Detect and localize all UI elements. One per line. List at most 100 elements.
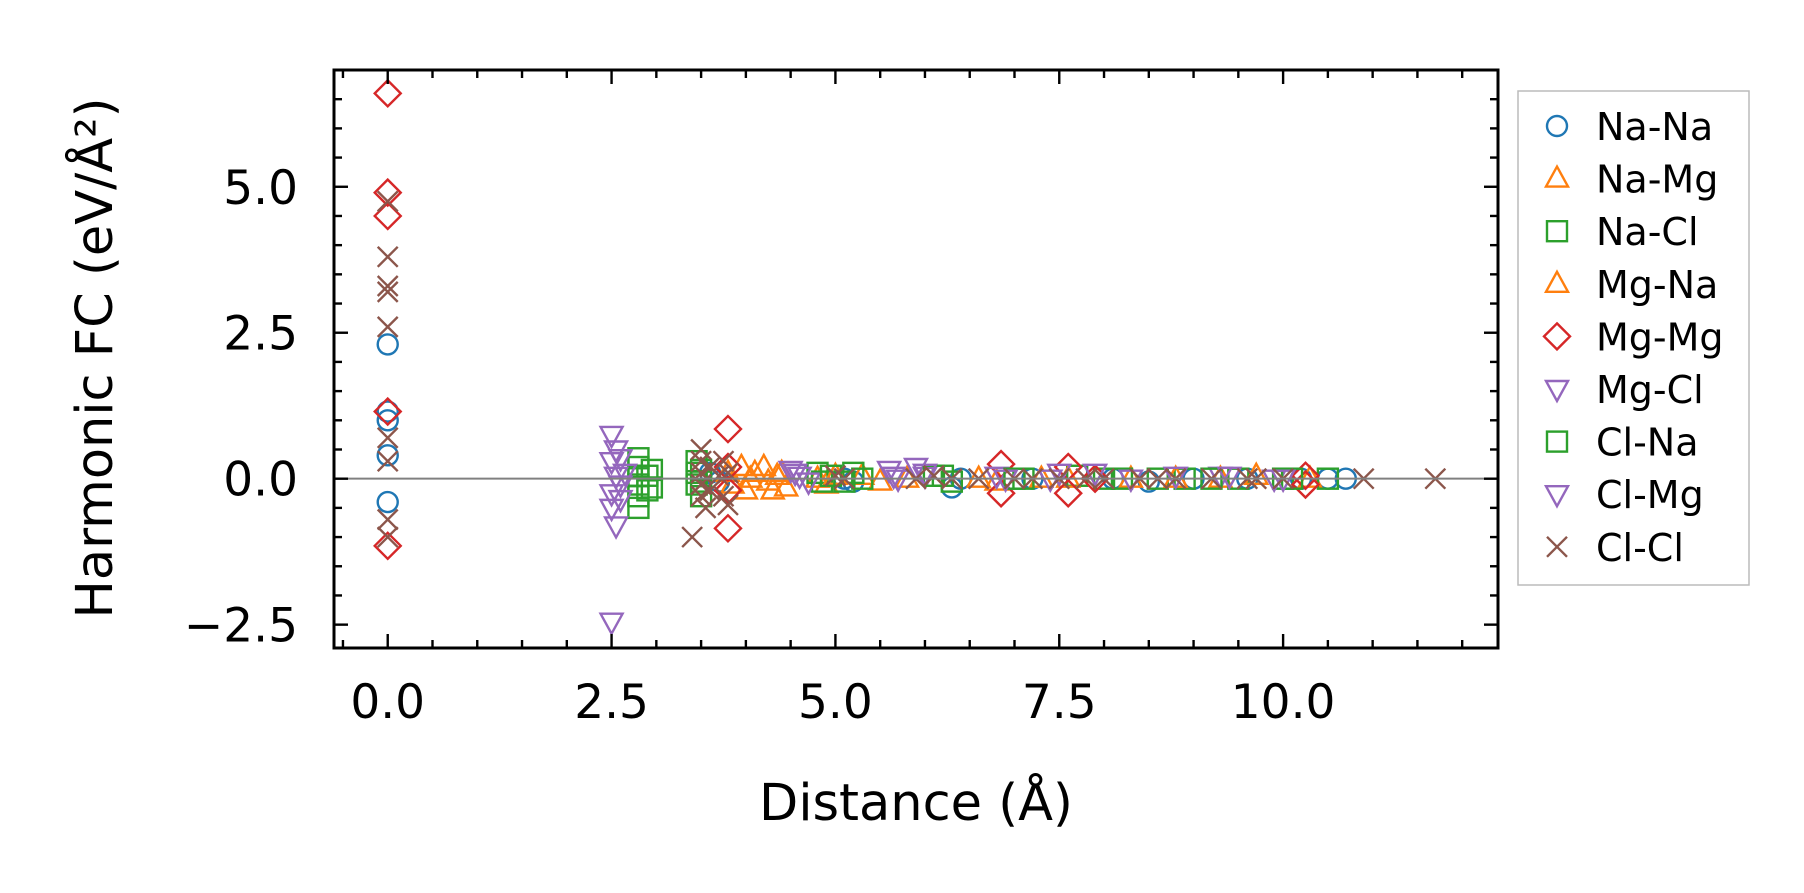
data-point-na-na [376,333,399,356]
data-point-cl-cl [376,245,399,268]
legend-marker-mg-mg [1542,321,1572,352]
y-axis-label: Harmonic FC (eV/Å²) [63,97,125,618]
x-axis-label: Distance (Å) [759,771,1073,833]
plot-frame [332,68,1500,650]
legend-marker-na-mg [1543,164,1571,188]
data-point-mg-mg [373,531,403,561]
data-point-cl-cl [712,450,735,473]
legend-entry-cl-cl: Cl-Cl [1546,526,1684,570]
legend: Na-Na Na-Mg Na-Cl Mg-Na Mg-Mg Mg-Cl Cl-Na Cl-Mg… [1517,90,1750,586]
data-point-mg-cl [598,425,625,450]
legend-entry-mg-na: Mg-Na [1543,263,1718,307]
data-point-na-mg [750,452,777,477]
x-tick-label: 0.0 [350,675,425,730]
data-point-mg-cl [603,440,630,464]
ticks-layer [334,68,1498,648]
x-tick-label: 10.0 [1231,675,1336,730]
data-point-cl-cl [376,275,399,297]
data-point-mg-cl [795,472,822,497]
legend-entry-na-mg: Na-Mg [1543,158,1718,202]
data-point-na-cl [640,476,664,499]
data-point-na-mg [965,464,992,488]
legend-label: Na-Mg [1596,158,1718,202]
legend-label: Mg-Na [1596,263,1718,307]
data-point-cl-na [636,479,659,502]
legend-label: Mg-Mg [1596,315,1724,359]
data-point-cl-cl [681,526,704,548]
legend-entry-na-cl: Na-Cl [1545,210,1699,254]
data-point-cl-mg [607,489,634,514]
legend-entry-mg-mg: Mg-Mg [1542,315,1724,359]
legend-label: Na-Cl [1596,210,1699,254]
legend-entry-cl-na: Cl-Na [1545,421,1699,465]
data-point-na-mg [1296,464,1323,488]
data-point-mg-cl [902,457,930,482]
data-point-cl-cl [376,190,399,213]
data-point-na-cl [940,470,964,493]
data-point-cl-cl [376,426,399,449]
legend-entry-mg-cl: Mg-Cl [1543,368,1704,412]
data-point-na-cl [685,473,708,496]
data-point-cl-cl [376,281,399,303]
data-point-na-na [376,444,399,467]
data-point-cl-na [833,470,856,493]
legend-marker-cl-na [1545,430,1569,453]
data-point-cl-cl [376,508,399,531]
data-point-mg-mg [373,177,403,208]
y-tick-label: 0.0 [223,453,298,508]
legend-marker-mg-cl [1543,379,1571,404]
data-point-mg-mg [986,449,1016,479]
data-point-mg-mg [713,414,743,444]
y-tick-label: −2.5 [184,599,298,654]
data-point-mg-mg [1290,469,1321,500]
y-tick-label: 2.5 [223,307,298,362]
data-point-mg-mg [1290,461,1321,491]
data-point-na-cl [685,461,708,485]
legend-label: Na-Na [1596,105,1713,149]
data-point-mg-cl [603,516,630,540]
legend-entry-na-na: Na-Na [1545,105,1713,149]
data-point-mg-cl [598,498,625,523]
legend-label: Cl-Mg [1596,473,1704,517]
x-tick-label: 7.5 [1022,675,1097,730]
data-point-mg-cl [598,612,625,637]
legend-marker-na-na [1545,114,1569,138]
markers-layer [373,78,1447,637]
legend-frame [1517,90,1750,586]
legend-marker-cl-cl [1546,535,1568,558]
x-tick-label: 2.5 [574,675,649,730]
data-point-cl-cl [376,316,399,338]
tick-labels-layer: 0.0 2.5 5.0 7.5 10.0 −2.5 0.0 2.5 5.0 [184,161,1336,730]
data-point-cl-cl [717,494,739,516]
data-point-mg-mg [1080,463,1110,494]
data-point-mg-na [737,464,764,488]
data-point-na-na [376,490,399,514]
legend-label: Mg-Cl [1596,368,1704,412]
data-point-mg-cl [885,469,912,494]
legend-marker-na-cl [1545,219,1569,243]
legend-label: Cl-Na [1596,421,1699,465]
data-point-mg-cl [598,484,625,508]
data-point-na-mg [773,472,800,497]
data-point-cl-mg [611,463,639,488]
data-point-cl-na [636,464,659,487]
legend-entry-cl-mg: Cl-Mg [1543,473,1704,517]
data-point-cl-mg [1270,469,1297,494]
data-point-cl-cl [376,450,399,473]
legend-label: Cl-Cl [1596,526,1684,570]
data-point-na-na [376,400,399,423]
y-tick-label: 5.0 [223,161,298,216]
legend-marker-cl-mg [1543,485,1571,509]
data-point-cl-mg [782,463,809,488]
data-point-na-na [376,409,399,432]
data-point-cl-cl [376,526,399,548]
data-point-cl-mg [607,449,634,473]
data-point-mg-mg [373,396,403,427]
data-point-cl-cl [694,497,717,519]
data-point-cl-cl [699,479,721,502]
data-point-mg-cl [777,460,804,485]
data-point-mg-mg [373,78,403,109]
x-tick-label: 5.0 [798,675,873,730]
data-point-mg-mg [713,513,743,544]
